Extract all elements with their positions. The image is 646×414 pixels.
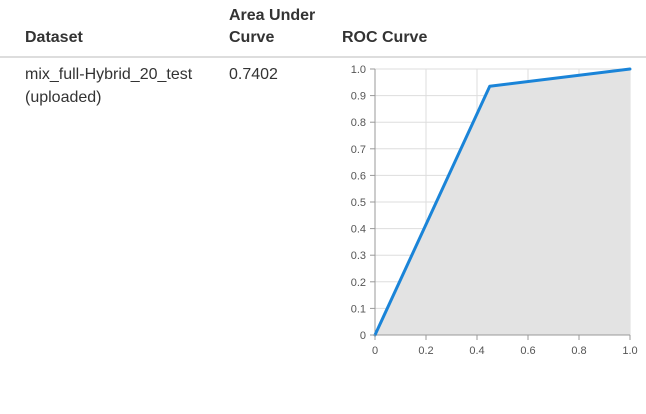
tick-label-y: 0.7 — [351, 144, 366, 156]
chart-area-layer — [375, 69, 630, 335]
tick-label-y: 1.0 — [351, 64, 366, 76]
column-header-auc: Area Under Curve — [229, 7, 316, 46]
roc-curve-line — [373, 67, 632, 337]
tick-label-x: 0 — [372, 345, 378, 357]
header-divider — [0, 56, 646, 58]
column-header-roc-curve: ROC Curve — [342, 29, 428, 46]
tick-label-y: 0 — [360, 330, 366, 342]
tick-label-y: 0.5 — [351, 197, 366, 209]
tick-label-x: 0.6 — [520, 345, 535, 357]
chart-ticks: 0 0.1 0.2 0.3 0.4 0.5 0.6 0.7 0.8 0.9 1.0 0 0.2 0.4 0.… — [351, 64, 638, 357]
tick-label-y: 0.9 — [351, 91, 366, 103]
dataset-note: (uploaded) — [25, 89, 102, 106]
tick-label-y: 0.2 — [351, 277, 366, 289]
tick-label-y: 0.3 — [351, 250, 366, 262]
tick-label-x: 1.0 — [622, 345, 637, 357]
tick-label-y: 0.8 — [351, 117, 366, 129]
tick-label-y: 0.4 — [351, 224, 366, 236]
tick-label-y: 0.6 — [351, 170, 366, 182]
tick-label-x: 0.8 — [571, 345, 586, 357]
chart-line-layer — [373, 67, 632, 337]
dataset-name: mix_full-Hybrid_20_test — [25, 66, 193, 83]
roc-chart-svg: 0 0.1 0.2 0.3 0.4 0.5 0.6 0.7 0.8 0.9 1.0 0 0.2 0.4 0.… — [351, 64, 638, 357]
tick-label-x: 0.4 — [469, 345, 484, 357]
column-header-dataset: Dataset — [25, 29, 83, 46]
roc-area-fill — [375, 69, 630, 335]
auc-value: 0.7402 — [229, 66, 278, 83]
roc-chart: 0 0.1 0.2 0.3 0.4 0.5 0.6 0.7 0.8 0.9 1.0 0 0.2 0.4 0.… — [340, 60, 646, 360]
dataset-cell: mix_full-Hybrid_20_test (uploaded) — [25, 63, 220, 109]
tick-label-x: 0.2 — [418, 345, 433, 357]
tick-label-y: 0.1 — [351, 303, 366, 315]
